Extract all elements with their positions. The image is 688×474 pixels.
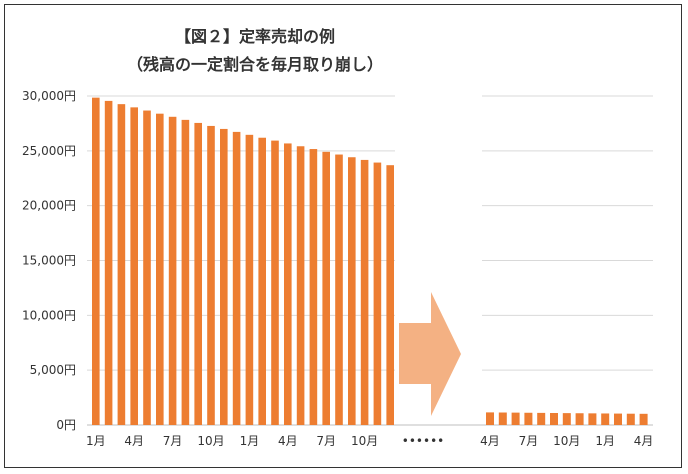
bar-left: [284, 143, 292, 425]
x-axis-tick-labels: 1月 4月 7月 10月 1月 4月 7月 10月 4月 7月 10月 1月 4月: [86, 434, 653, 448]
chart-svg: 【図２】定率売却の例 （残高の一定割合を毎月取り崩し） 30,000円 25,00…: [22, 27, 653, 448]
bar-left: [181, 119, 190, 425]
bar-left: [207, 125, 215, 426]
x-tick-label: 4月: [634, 434, 654, 448]
y-tick-label: 5,000円: [30, 363, 76, 377]
bar-left: [194, 122, 202, 426]
bar-right: [639, 413, 648, 425]
x-tick-label: 10月: [351, 434, 378, 448]
y-tick-label: 15,000円: [22, 254, 76, 268]
bar-left: [309, 149, 318, 425]
bar-right: [626, 413, 635, 425]
bar-right: [511, 412, 520, 425]
bar-right: [486, 412, 494, 425]
chart-frame: 【図２】定率売却の例 （残高の一定割合を毎月取り崩し） 30,000円 25,00…: [4, 4, 682, 468]
bar-left: [232, 131, 241, 425]
bar-left: [220, 128, 228, 425]
x-tick-label: 7月: [316, 434, 336, 448]
chart-title: 【図２】定率売却の例: [175, 27, 335, 46]
bar-left: [117, 104, 126, 426]
bar-right: [537, 412, 546, 425]
x-tick-label: 10月: [197, 434, 224, 448]
bar-left: [335, 154, 343, 425]
y-tick-label: 10,000円: [22, 308, 76, 322]
bar-right: [588, 413, 597, 425]
bar-left: [104, 100, 113, 425]
bar-right: [524, 412, 533, 425]
x-tick-label: 4月: [480, 434, 500, 448]
bar-left: [271, 140, 279, 425]
right-panel-bars: [486, 412, 648, 425]
y-tick-label: 25,000円: [22, 144, 76, 158]
y-tick-label: 20,000円: [22, 199, 76, 213]
bar-right: [601, 413, 610, 425]
bar-left: [245, 134, 254, 425]
x-tick-label: 10月: [553, 434, 580, 448]
chart-subtitle: （残高の一定割合を毎月取り崩し）: [127, 55, 383, 74]
bar-left: [386, 165, 394, 425]
bar-left: [156, 113, 164, 425]
bar-right: [575, 413, 584, 425]
bar-left: [296, 146, 305, 425]
bar-right: [562, 413, 571, 425]
x-tick-label: 1月: [240, 434, 260, 448]
bar-right: [498, 412, 507, 425]
gap-marker: ••••••: [402, 434, 444, 448]
bar-left: [258, 137, 266, 426]
bar-left: [92, 97, 100, 426]
bar-left: [360, 159, 369, 425]
x-tick-label: 1月: [86, 434, 106, 448]
y-tick-label: 30,000円: [22, 89, 76, 103]
continuation-arrow-icon: [399, 292, 461, 416]
bar-left: [348, 157, 356, 426]
bar-left: [373, 162, 382, 425]
bar-right: [614, 413, 622, 425]
x-tick-label: 4月: [278, 434, 298, 448]
bar-right: [550, 413, 558, 425]
x-tick-label: 4月: [124, 434, 144, 448]
bar-left: [322, 151, 330, 425]
y-axis-tick-labels: 30,000円 25,000円 20,000円 15,000円 10,000円 5,000…: [22, 89, 76, 432]
y-tick-label: 0円: [56, 418, 76, 432]
bar-left: [130, 107, 138, 426]
left-panel-bars: [92, 97, 394, 426]
bar-left: [168, 116, 177, 426]
x-tick-label: 7月: [163, 434, 183, 448]
x-tick-label: 7月: [519, 434, 539, 448]
x-tick-label: 1月: [595, 434, 615, 448]
bar-left: [143, 110, 151, 426]
